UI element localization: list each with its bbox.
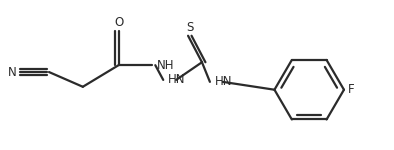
Text: S: S <box>186 21 194 34</box>
Text: N: N <box>7 66 16 79</box>
Text: O: O <box>114 16 123 29</box>
Text: NH: NH <box>157 59 175 72</box>
Text: HN: HN <box>215 75 232 88</box>
Text: F: F <box>348 83 355 96</box>
Text: HN: HN <box>168 73 186 86</box>
